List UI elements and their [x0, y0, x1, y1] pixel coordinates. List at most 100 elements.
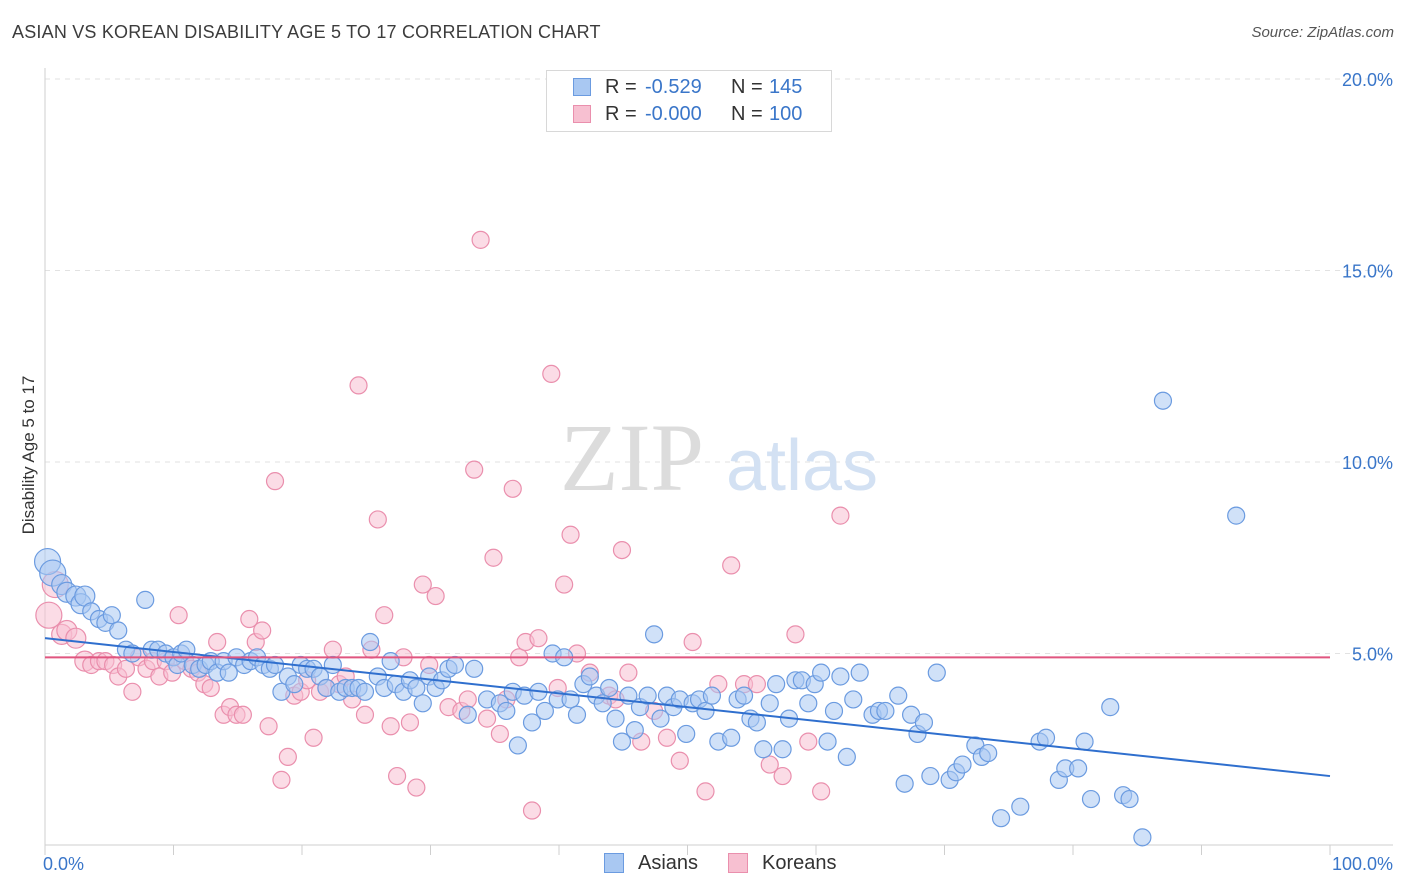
asian-point — [812, 663, 831, 682]
asian-point — [102, 606, 121, 625]
x-tick-label-min: 0.0% — [43, 854, 84, 874]
korean-point — [799, 732, 818, 751]
legend-r-value: -0.000 — [645, 103, 702, 125]
korean-point — [272, 770, 291, 789]
asian-point — [323, 655, 342, 675]
korean-point — [484, 548, 503, 567]
asian-point — [850, 663, 869, 682]
korean-point — [208, 632, 227, 652]
korean-point — [259, 717, 278, 736]
asian-point — [413, 694, 432, 713]
asian-point — [651, 709, 670, 728]
asian-point — [638, 686, 657, 705]
korean-point — [375, 606, 394, 625]
trend-lines — [44, 637, 1331, 778]
korean-point — [349, 376, 368, 395]
asian-point — [979, 743, 998, 763]
asian-point — [702, 686, 722, 705]
asian-point — [508, 736, 527, 755]
asian-point — [612, 732, 632, 751]
asian-point — [219, 663, 238, 682]
asian-point — [580, 667, 599, 686]
korean-point — [773, 766, 792, 786]
asian-point — [497, 701, 516, 721]
x-tick-labels: 0.0% 100.0% — [43, 854, 1393, 874]
asian-point — [895, 774, 914, 793]
axes — [44, 68, 1393, 855]
watermark-atlas: atlas — [726, 426, 878, 506]
korean-point — [201, 678, 220, 698]
korean-point — [400, 713, 420, 732]
korean-point — [265, 472, 285, 491]
korean-point — [696, 782, 715, 801]
legend-n-label: N = — [731, 103, 763, 125]
asian-point — [1120, 789, 1139, 809]
asian-point — [747, 713, 766, 732]
korean-point — [240, 609, 259, 629]
asian-point — [285, 675, 304, 694]
asian-point — [696, 701, 715, 721]
korean-point — [65, 627, 87, 649]
korean-point — [670, 751, 689, 770]
legend-row-asians: R = -0.529 N = 145 — [547, 74, 831, 100]
asian-point — [1081, 789, 1101, 809]
asian-point — [1227, 506, 1246, 525]
asian-point — [445, 655, 465, 675]
korean-point — [407, 778, 426, 797]
legend-swatch-asians — [604, 853, 624, 873]
asian-point — [1069, 759, 1088, 778]
asian-point — [1153, 391, 1173, 410]
asian-point — [1011, 797, 1030, 816]
asian-point — [1075, 732, 1094, 751]
asian-point — [837, 747, 856, 767]
asian-point — [136, 590, 155, 609]
y-tick-label: 10.0% — [1342, 453, 1393, 473]
korean-point — [368, 510, 387, 529]
asian-point — [876, 701, 895, 721]
korean-point — [529, 629, 548, 648]
legend-n-value: 145 — [769, 76, 803, 98]
korean-point — [760, 755, 779, 774]
asian-point — [760, 694, 779, 713]
asian-point — [522, 713, 542, 732]
korean-point — [387, 766, 407, 786]
asian-point — [361, 632, 380, 652]
korean-point — [561, 525, 580, 544]
asian-point — [109, 621, 128, 640]
asian-point — [844, 690, 863, 709]
asian-point — [927, 663, 946, 682]
legend-swatch-asians — [573, 78, 591, 96]
korean-point — [278, 747, 297, 767]
korean-point — [35, 601, 63, 629]
y-tick-label: 5.0% — [1352, 645, 1393, 665]
x-tick-label-max: 100.0% — [1332, 854, 1393, 874]
asian-point — [889, 686, 908, 705]
asian-point — [953, 755, 972, 774]
korean-point — [722, 556, 741, 575]
asian-point — [767, 675, 786, 694]
korean-point — [503, 479, 522, 498]
asian-point — [818, 732, 837, 751]
korean-point — [522, 801, 542, 820]
legend-label-koreans: Koreans — [762, 852, 837, 874]
grid-lines — [45, 78, 1393, 654]
asian-point — [991, 809, 1011, 828]
korean-point — [169, 606, 188, 625]
trend-line-asians — [44, 637, 1331, 778]
asian-point — [625, 720, 644, 740]
korean-point — [490, 724, 509, 744]
asian-point — [458, 705, 477, 724]
legend: R = -0.529 N = 145 R = -0.000 N = 100 — [546, 70, 832, 132]
korean-point — [465, 460, 484, 479]
asian-point — [914, 713, 934, 732]
korean-point — [233, 705, 252, 724]
asian-point — [535, 701, 554, 721]
legend-label-asians: Asians — [638, 852, 699, 874]
korean-point — [657, 728, 677, 747]
legend-r-label: R = — [605, 103, 637, 125]
asian-point — [754, 740, 773, 759]
korean-point — [304, 728, 323, 747]
korean-point — [477, 709, 497, 728]
korean-point — [426, 586, 445, 606]
asian-point — [567, 705, 587, 724]
